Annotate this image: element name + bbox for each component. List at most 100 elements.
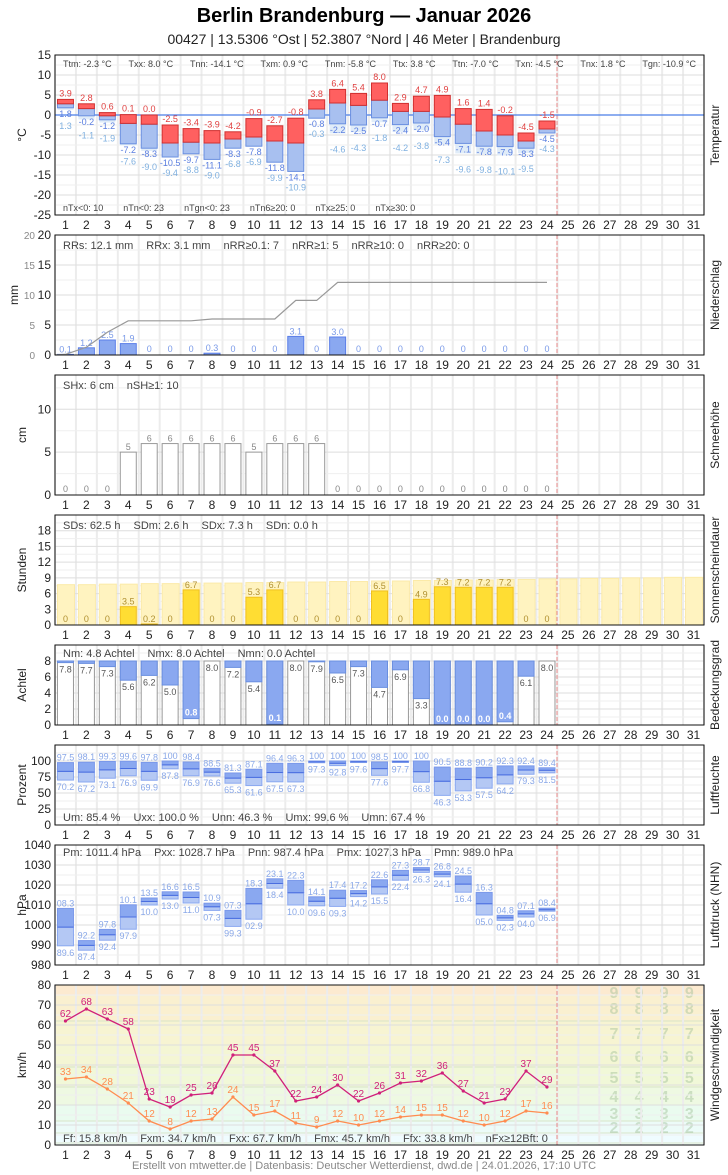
stat-label: nTx<0: 10 xyxy=(63,203,103,213)
x-tick-label: 25 xyxy=(561,828,575,842)
gust-wind-point xyxy=(461,1089,465,1093)
sunshine-label: 0 xyxy=(293,614,298,624)
cloud-clear-fill xyxy=(391,660,409,671)
y-tick-label: 0 xyxy=(44,108,51,122)
x-tick-label: 29 xyxy=(645,828,659,842)
x-tick-label: 17 xyxy=(394,218,408,232)
pressure-upper-box xyxy=(203,902,221,908)
pressure-min-label: 92.4 xyxy=(99,942,117,952)
humidity-lower-box xyxy=(161,764,179,770)
x-tick-label: 3 xyxy=(104,728,111,742)
y-tick-label-cumulative: 0 xyxy=(29,351,35,362)
humidity-max-label: 100 xyxy=(309,751,324,761)
x-tick-label: 3 xyxy=(104,628,111,642)
x-tick-label: 21 xyxy=(477,828,491,842)
x-tick-label: 11 xyxy=(269,358,282,372)
pressure-min-label: 87.4 xyxy=(78,952,96,962)
tmin-label: -7.8 xyxy=(246,147,262,157)
tmax-bar xyxy=(538,120,556,130)
stat-label: nTgn<0: 23 xyxy=(184,203,230,213)
x-tick-label: 5 xyxy=(146,358,153,372)
x-tick-label: 25 xyxy=(561,968,575,982)
pressure-min-label: 10.0 xyxy=(287,907,305,917)
x-tick-label: 13 xyxy=(310,968,324,982)
pressure-min-label: 04.0 xyxy=(517,919,535,929)
tmin-label: -14.1 xyxy=(286,172,307,182)
beaufort-label: 9 xyxy=(635,985,644,1002)
tmin-label: -0.7 xyxy=(372,119,388,129)
tmin-bar xyxy=(287,142,305,172)
tmax-bar xyxy=(475,108,493,132)
pressure-upper-box xyxy=(56,907,74,928)
precip-bar xyxy=(119,343,137,356)
x-tick-label: 23 xyxy=(519,828,533,842)
x-tick-label: 30 xyxy=(666,358,680,372)
x-tick-label: 28 xyxy=(624,728,638,742)
pressure-lower-box xyxy=(245,903,263,920)
gust-wind-point xyxy=(545,1085,549,1089)
beaufort-label: 5 xyxy=(660,1070,669,1087)
gust-wind-point xyxy=(377,1091,382,1095)
x-tick-label: 22 xyxy=(498,728,512,742)
precip-label: 0 xyxy=(314,344,319,354)
x-tick-label: 24 xyxy=(540,968,554,982)
y-tick-label: 10 xyxy=(38,68,52,82)
pressure-lower-box xyxy=(308,900,326,907)
x-tick-label: 12 xyxy=(289,358,303,372)
humidity-min-label: 46.3 xyxy=(434,797,452,807)
gust-wind-point xyxy=(105,1017,109,1021)
gust-wind-label: 26 xyxy=(206,1081,218,1092)
x-tick-label: 24 xyxy=(540,628,554,642)
x-tick-label: 26 xyxy=(582,218,596,232)
x-tick-label: 11 xyxy=(269,728,282,742)
ground-min-label: -1.1 xyxy=(79,130,95,140)
mean-wind-label: 15 xyxy=(437,1103,449,1114)
x-tick-label: 9 xyxy=(230,218,237,232)
cloud-label: 4.7 xyxy=(373,689,386,699)
stat-label: Tnn: -14.1 °C xyxy=(190,59,244,69)
y-tick-label: -15 xyxy=(34,168,52,182)
precip-label: 0 xyxy=(503,344,508,354)
x-tick-label: 18 xyxy=(415,628,429,642)
x-tick-label: 14 xyxy=(331,628,345,642)
tmin-label: 1.8 xyxy=(59,109,72,119)
x-tick-label: 11 xyxy=(269,498,282,512)
pressure-lower-box xyxy=(161,894,179,900)
tmax-bar xyxy=(329,88,347,104)
y-tick-label-cumulative: 10 xyxy=(24,291,36,302)
pressure-max-label: 13.5 xyxy=(140,888,158,898)
cloud-label: 6.1 xyxy=(520,678,533,688)
tmax-label: 6.4 xyxy=(331,78,344,88)
possible-sunshine-bar xyxy=(559,578,578,626)
snow-bar xyxy=(287,443,305,496)
x-tick-label: 8 xyxy=(209,358,216,372)
precip-label: 0.1 xyxy=(59,344,72,354)
x-tick-label: 20 xyxy=(457,628,471,642)
humidity-min-label: 76.9 xyxy=(182,778,200,788)
x-tick-label: 17 xyxy=(394,628,408,642)
beaufort-label: 5 xyxy=(685,1070,694,1087)
cloud-clear-fill xyxy=(182,660,200,720)
panel-border xyxy=(54,984,705,1146)
stat-label: nTx≥25: 0 xyxy=(315,203,355,213)
ground-min-label: -9.5 xyxy=(518,164,534,174)
gust-wind-point xyxy=(315,1095,319,1099)
humidity-upper-box xyxy=(140,761,158,772)
y-tick-label: 30 xyxy=(38,1078,52,1092)
beaufort-band xyxy=(55,1133,704,1143)
humidity-min-label: 97.3 xyxy=(308,765,326,775)
x-tick-label: 12 xyxy=(289,498,303,512)
x-tick-label: 7 xyxy=(188,498,195,512)
gust-wind-point xyxy=(126,1027,130,1031)
ground-min-label: -1.8 xyxy=(372,133,388,143)
possible-sunshine-bar xyxy=(643,577,662,626)
x-tick-label: 22 xyxy=(498,358,512,372)
cloud-clear-fill xyxy=(308,660,326,663)
pressure-lower-box xyxy=(182,897,200,904)
humidity-lower-box xyxy=(496,774,514,785)
mean-wind-point xyxy=(273,1109,277,1113)
y-tick-label: 8 xyxy=(44,654,51,668)
snow-label: 0 xyxy=(524,484,529,494)
panel-title: Niederschlag xyxy=(708,260,722,330)
